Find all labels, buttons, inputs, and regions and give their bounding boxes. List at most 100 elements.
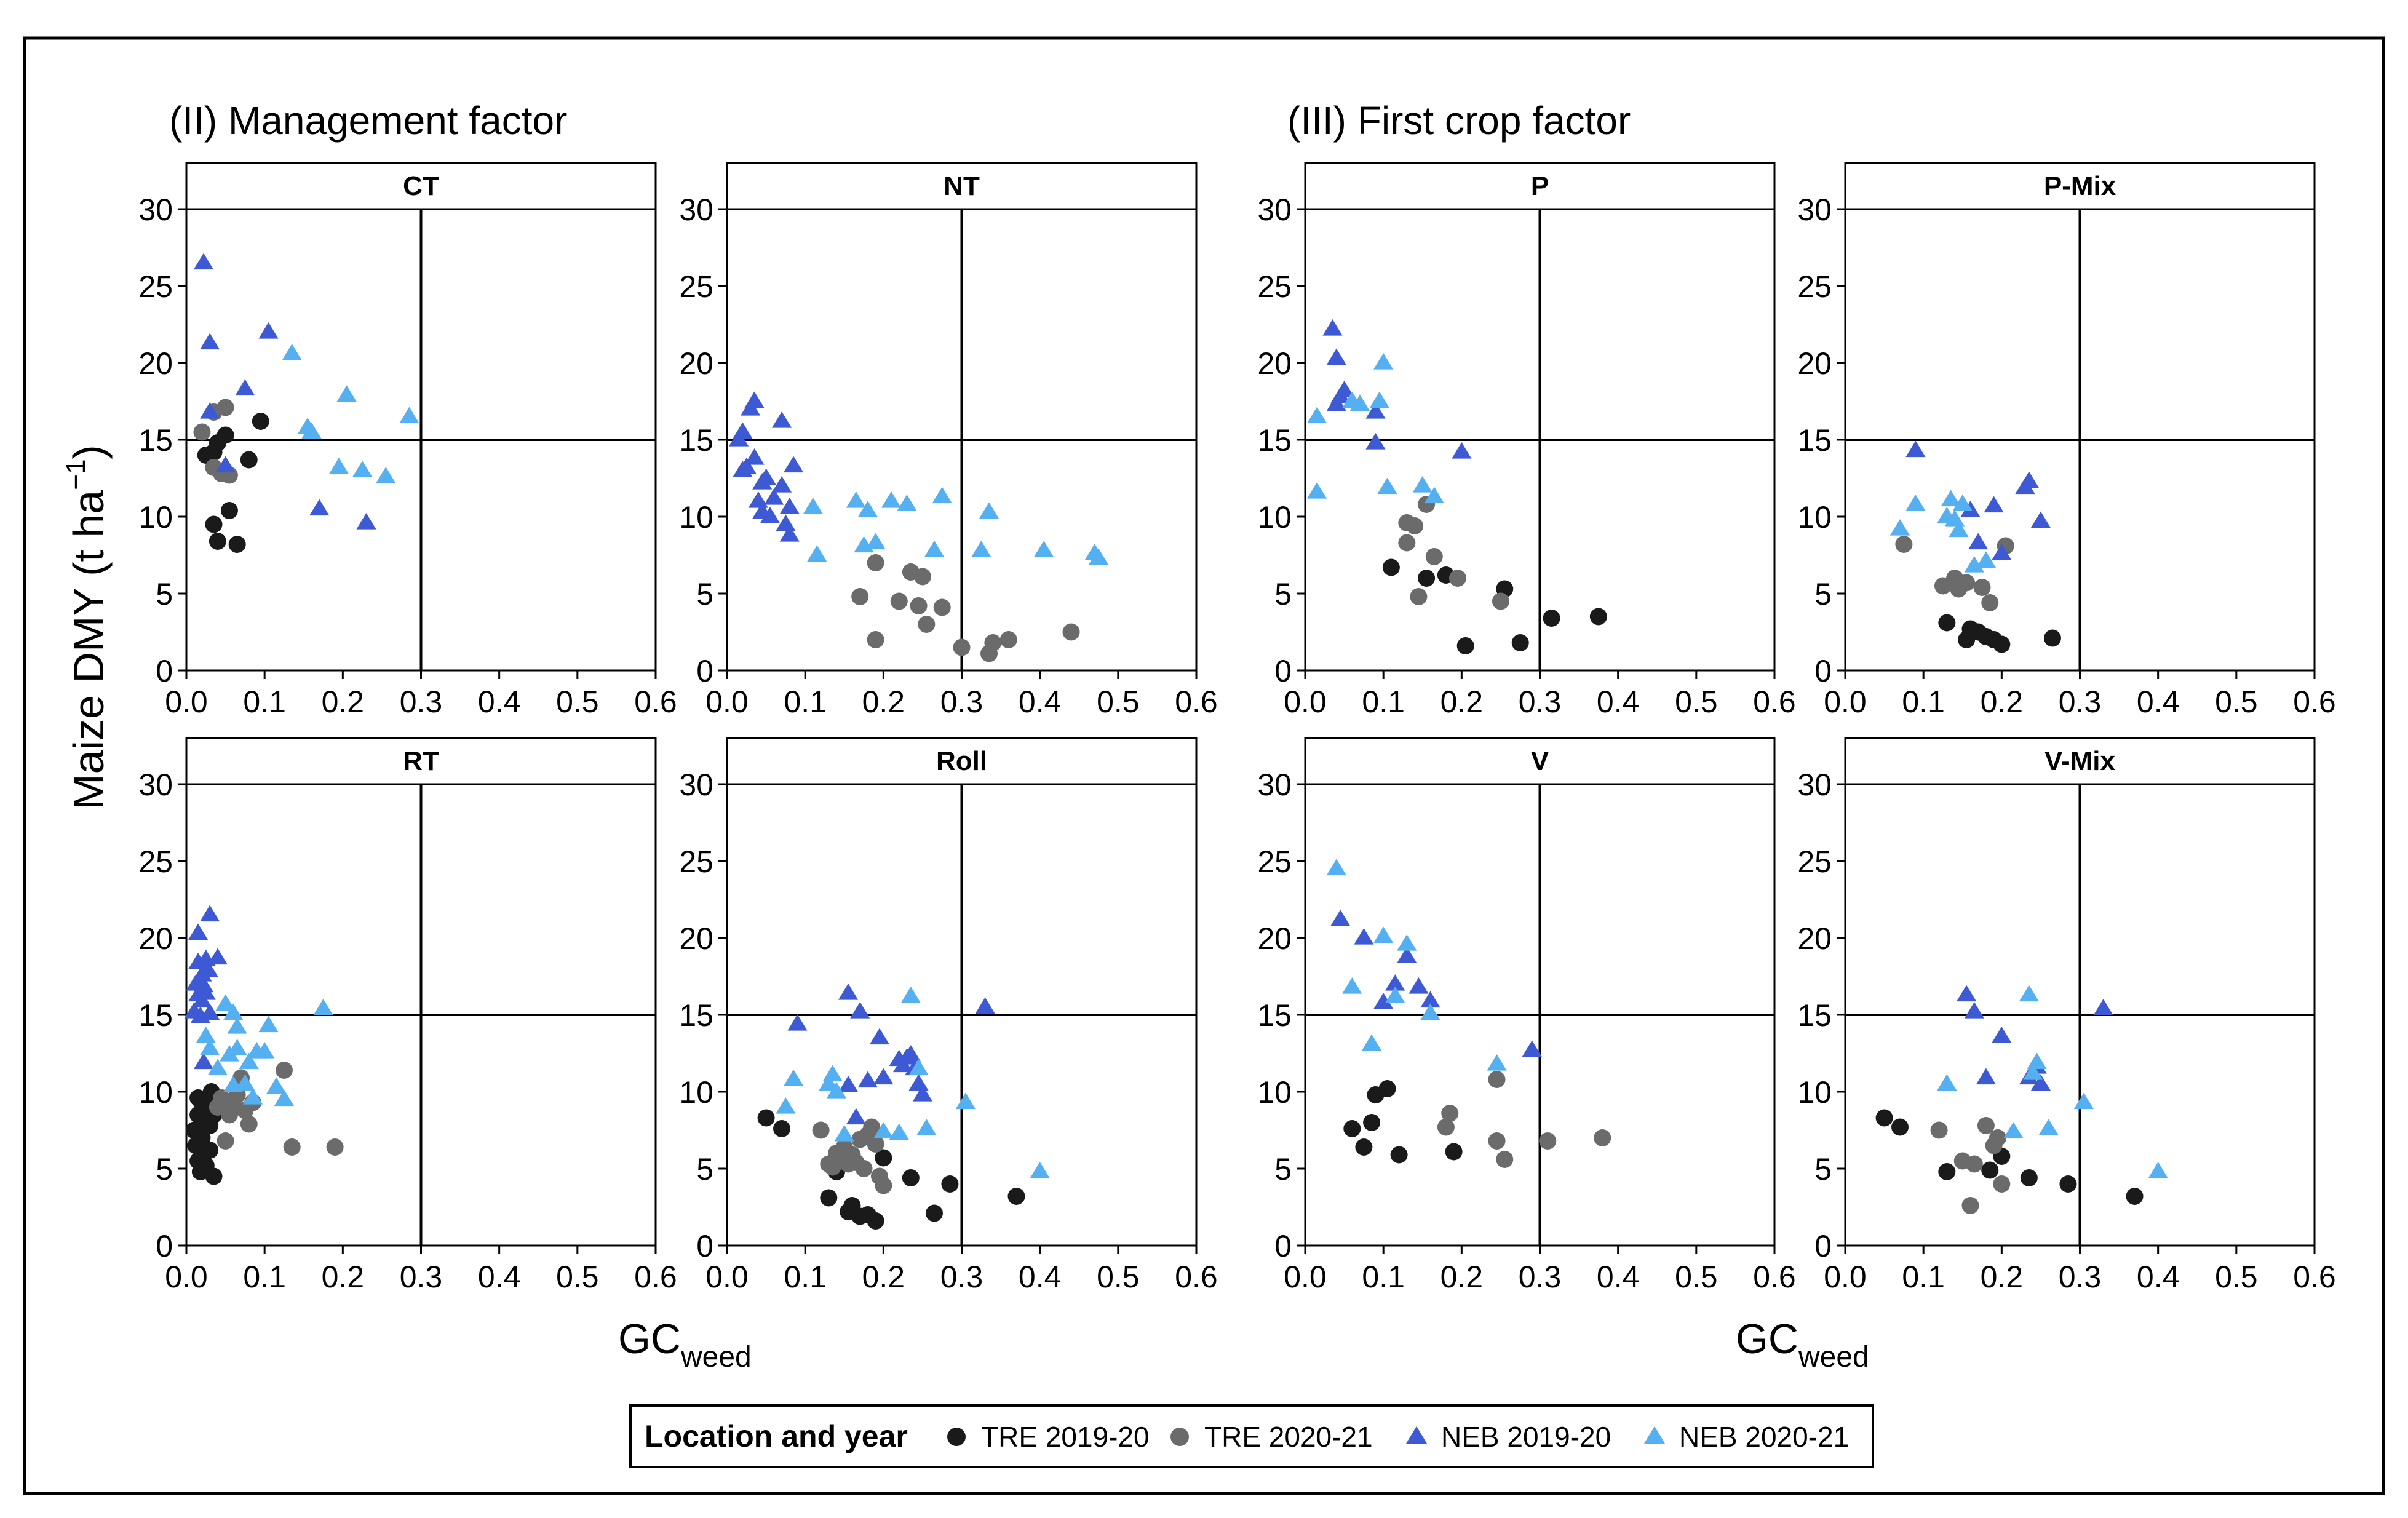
data-point [744, 391, 765, 408]
series-tre-2019-20 [1875, 1109, 2144, 1205]
data-point [235, 379, 255, 396]
data-point [826, 1082, 847, 1099]
data-point [819, 1074, 839, 1091]
data-point [1418, 570, 1436, 587]
y-tick-label: 30 [1797, 193, 1832, 227]
data-point [1306, 482, 1327, 499]
y-tick-label: 5 [1814, 1152, 1832, 1186]
series-neb-2019-20 [1330, 910, 1542, 1057]
data-point [2019, 985, 2039, 1002]
data-point [783, 456, 804, 473]
y-tick-label: 15 [138, 423, 173, 458]
data-point [189, 1089, 207, 1107]
series-neb-2019-20 [184, 905, 228, 1070]
data-point [999, 631, 1017, 648]
legend-label: NEB 2019-20 [1441, 1421, 1611, 1453]
data-point [1968, 533, 1989, 550]
facet-title: V-Mix [2044, 746, 2115, 776]
data-point [2126, 1188, 2144, 1205]
data-point [196, 1027, 216, 1043]
y-tick-label: 10 [679, 500, 713, 534]
data-point [955, 1092, 976, 1110]
data-point [869, 1028, 890, 1045]
data-point [2003, 1122, 2024, 1138]
data-point [1306, 407, 1327, 424]
x-axis-label-left-sub: weed [680, 1341, 752, 1373]
series-neb-2020-21 [1889, 490, 1996, 573]
data-point [1973, 579, 1991, 596]
data-point [913, 568, 931, 586]
data-point [865, 533, 886, 550]
y-tick-label: 5 [1274, 577, 1292, 611]
series-tre-2019-20 [757, 1109, 1025, 1230]
series-neb-2020-21 [1937, 985, 2168, 1178]
data-point [1424, 487, 1444, 504]
x-tick-label: 0.4 [1019, 685, 1062, 719]
y-tick-label: 5 [156, 577, 173, 611]
facet-p-mix: P-Mix 0.0 0.1 0.2 0.3 0.4 0.5 0.6 0 5 10 15 20 25 30 [1797, 162, 2336, 719]
data-point [193, 253, 214, 270]
data-point [2073, 1092, 2094, 1110]
data-point [933, 598, 951, 616]
x-tick-label: 0.5 [2215, 685, 2258, 719]
data-point [1905, 495, 1926, 511]
data-point [209, 533, 226, 550]
y-tick-label: 10 [138, 500, 173, 534]
data-point [850, 1002, 870, 1019]
facet-strip [1304, 737, 1776, 785]
y-tick-label: 20 [679, 921, 713, 956]
data-point [228, 536, 246, 553]
x-tick-label: 0.1 [243, 1260, 286, 1294]
data-point [873, 1068, 894, 1085]
data-point [198, 960, 218, 977]
x-tick-label: 0.3 [1519, 685, 1562, 719]
data-point [773, 1120, 791, 1137]
x-tick-label: 0.5 [1675, 685, 1718, 719]
y-tick-label: 30 [1257, 193, 1292, 227]
facet-nt: NT 0.0 0.1 0.2 0.3 0.4 0.5 0.6 0 5 10 15 20 25 30 [679, 162, 1218, 719]
data-point [255, 1042, 275, 1059]
data-point [908, 1059, 929, 1076]
data-point [867, 631, 884, 648]
data-point [851, 588, 869, 605]
y-tick-label: 10 [1257, 1075, 1292, 1110]
data-point [1989, 1129, 2006, 1146]
data-point [193, 423, 211, 441]
x-tick-label: 0.4 [1597, 1260, 1640, 1294]
facet-strip [185, 737, 657, 785]
y-tick-label: 30 [1797, 768, 1832, 802]
data-point [207, 948, 228, 965]
x-tick-label: 0.2 [1981, 1260, 2024, 1294]
legend-box [629, 1404, 1874, 1468]
data-point [1952, 495, 1973, 511]
x-tick-label: 0.6 [1175, 685, 1218, 719]
x-tick-label: 0.3 [2059, 685, 2102, 719]
data-point [328, 458, 349, 474]
data-point [1409, 977, 1429, 994]
y-tick-label: 20 [1797, 921, 1832, 956]
facet-v-mix: V-Mix 0.0 0.1 0.2 0.3 0.4 0.5 0.6 0 5 10 15 20 25 30 [1797, 737, 2336, 1294]
series-tre-2019-20 [1343, 1080, 1463, 1164]
data-point [205, 1167, 223, 1185]
data-point [193, 1129, 211, 1146]
data-point [779, 525, 800, 542]
group-title-management: (II) Management factor [169, 98, 567, 143]
data-point [336, 385, 357, 402]
data-point [1539, 1132, 1557, 1150]
legend-entry-neb-2019-20: NEB 2019-20 [1405, 1421, 1611, 1453]
y-tick-label: 10 [679, 1075, 713, 1110]
data-point [1938, 1163, 1956, 1180]
data-point [242, 1088, 263, 1105]
x-tick-label: 0.5 [1097, 685, 1140, 719]
x-tick-label: 0.5 [556, 1260, 599, 1294]
data-point [1420, 1003, 1440, 1020]
data-point [1992, 1027, 2012, 1043]
legend-marker [1405, 1426, 1428, 1444]
data-point [953, 638, 971, 656]
x-tick-label: 0.2 [862, 685, 905, 719]
data-point [1373, 926, 1394, 944]
data-point [207, 1059, 228, 1076]
data-point [1891, 1118, 1909, 1136]
data-point [240, 1115, 258, 1133]
